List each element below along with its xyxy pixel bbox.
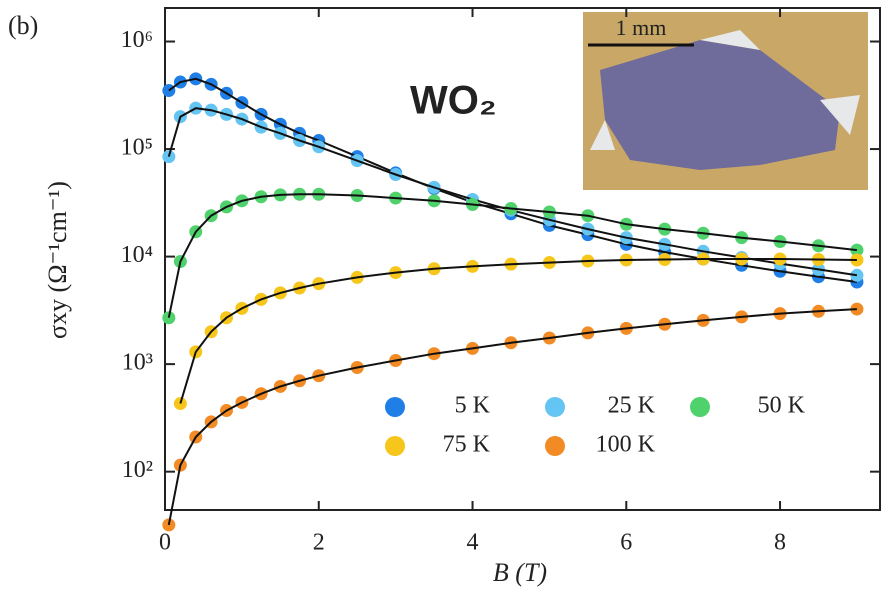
point	[850, 268, 864, 282]
point	[162, 150, 176, 164]
fit-line	[167, 308, 857, 526]
x-axis-label: B (T)	[493, 558, 547, 587]
legend-marker	[385, 397, 405, 417]
legend-label: 50 K	[758, 393, 806, 419]
y-tick-label: 10⁶	[121, 27, 153, 53]
inset-label: 1 mm	[616, 15, 667, 40]
fit-line	[167, 107, 858, 277]
legend-label: 5 K	[455, 393, 491, 419]
annotation: WO₂	[410, 79, 497, 123]
plot-frame	[164, 7, 881, 511]
legend-marker	[545, 436, 565, 456]
legend-label: 100 K	[596, 432, 656, 458]
point	[173, 397, 187, 411]
y-tick-label: 10³	[122, 350, 153, 376]
point	[850, 253, 864, 267]
legend-label: 25 K	[608, 393, 656, 419]
x-tick-label: 2	[313, 530, 325, 556]
y-axis-label: σxy (Ω⁻¹cm⁻¹)	[43, 181, 72, 339]
point	[850, 243, 864, 257]
y-tick-label: 10⁴	[121, 242, 153, 268]
fit-line	[179, 258, 857, 404]
inset-sample	[600, 40, 840, 170]
x-tick-label: 8	[774, 530, 786, 556]
y-tick-label: 10⁵	[121, 135, 153, 161]
x-tick-label: 4	[467, 530, 479, 556]
y-tick-label: 10²	[122, 457, 153, 483]
legend-marker	[385, 436, 405, 456]
point	[850, 302, 864, 316]
legend-label: 75 K	[443, 432, 491, 458]
panel-label: (b)	[8, 11, 38, 40]
legend-marker	[690, 397, 710, 417]
point	[162, 311, 176, 325]
fit-line	[167, 193, 858, 318]
x-tick-label: 6	[620, 530, 632, 556]
x-tick-label: 0	[159, 530, 171, 556]
legend-marker	[545, 397, 565, 417]
